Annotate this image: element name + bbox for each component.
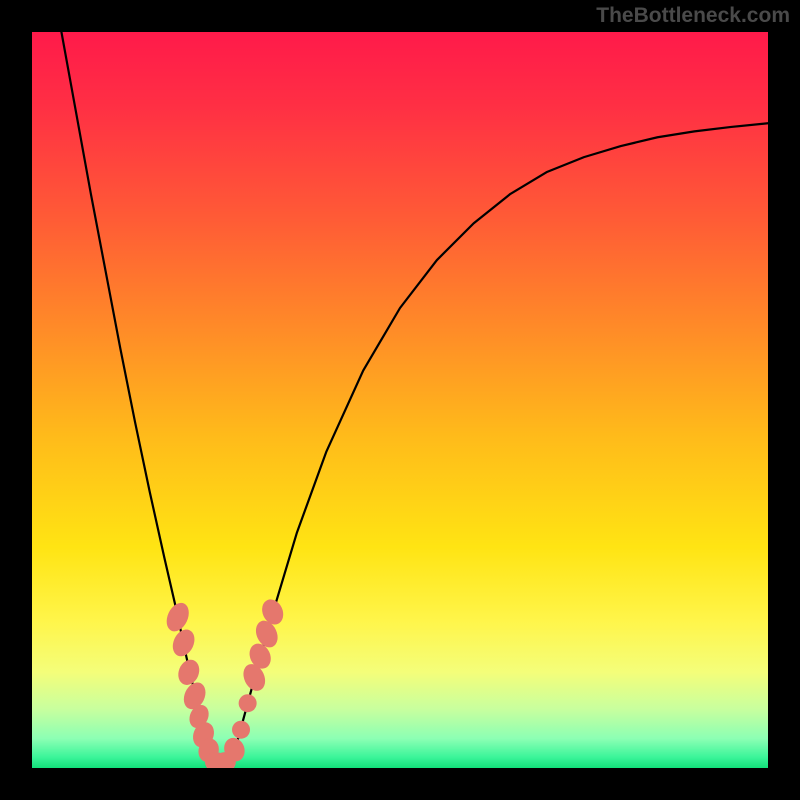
- background-gradient: [32, 32, 768, 768]
- plot-area: [32, 32, 768, 768]
- watermark-text: TheBottleneck.com: [596, 4, 790, 28]
- plot-svg: [32, 32, 768, 768]
- data-marker: [239, 694, 257, 712]
- chart-frame: TheBottleneck.com: [0, 0, 800, 800]
- data-marker: [232, 721, 250, 739]
